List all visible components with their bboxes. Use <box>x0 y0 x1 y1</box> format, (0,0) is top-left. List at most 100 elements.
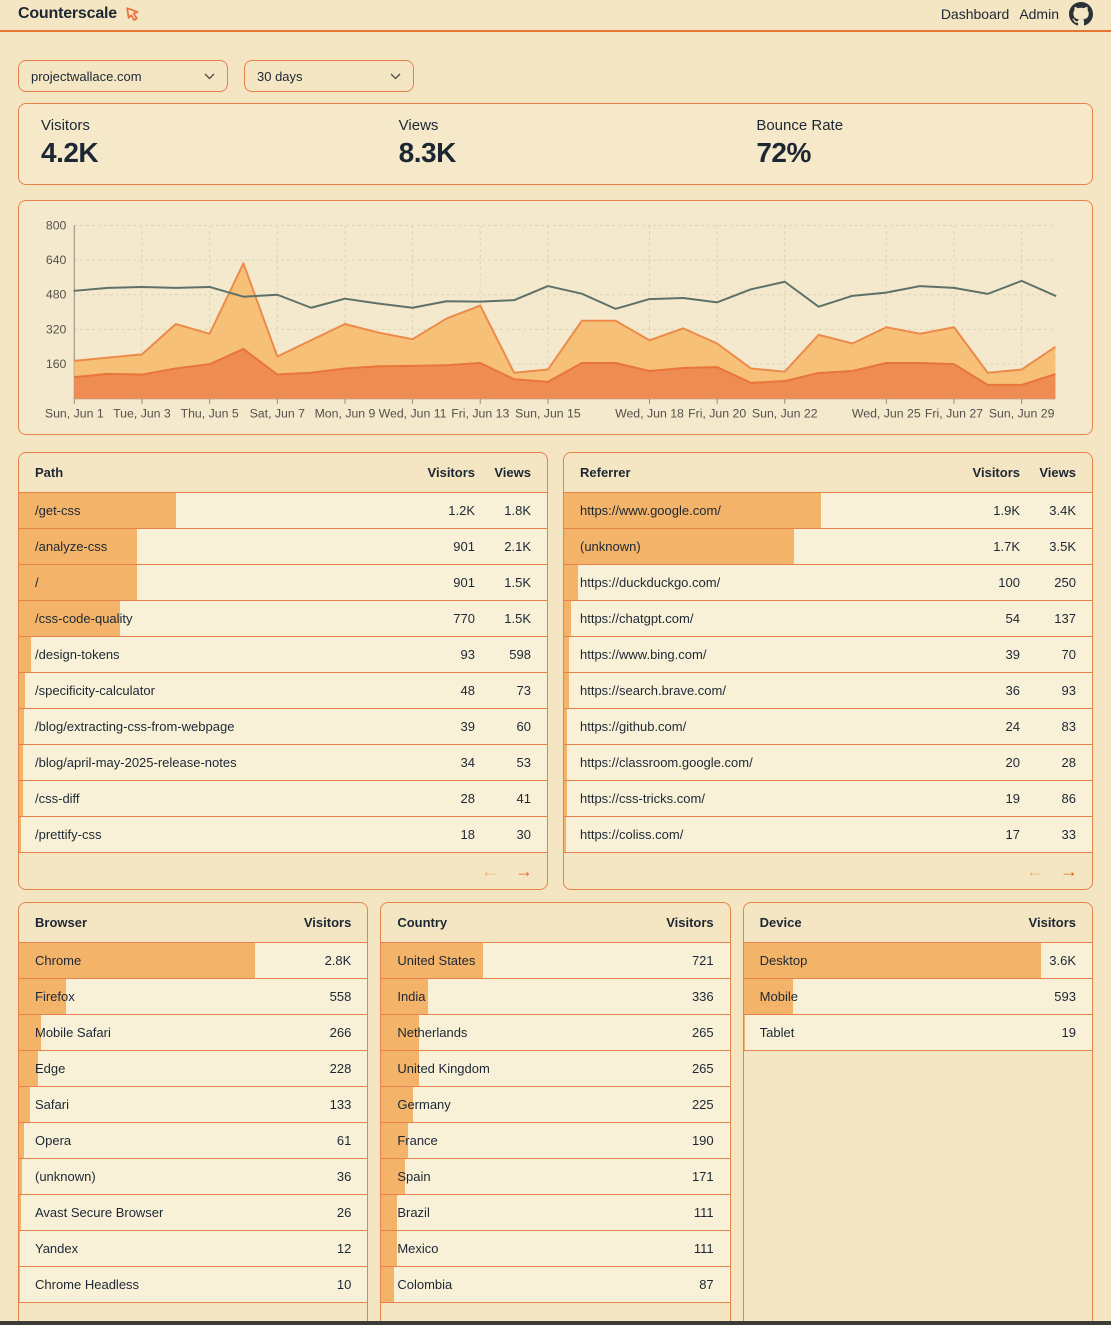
chevron-down-icon <box>390 73 401 79</box>
row-label: (unknown) <box>35 1169 96 1184</box>
table-row[interactable]: Germany 225 <box>381 1087 730 1123</box>
nav-admin-link[interactable]: Admin <box>1019 6 1059 22</box>
row-bar <box>19 637 32 672</box>
table-row[interactable]: Avast Secure Browser 26 <box>19 1195 368 1231</box>
table-body: Desktop 3.6K Mobile 593 Tablet 19 <box>743 943 1092 1051</box>
table-row[interactable]: Netherlands 265 <box>381 1015 730 1051</box>
table-row[interactable]: France 190 <box>381 1123 730 1159</box>
prev-page-button[interactable]: ← <box>1026 861 1044 881</box>
table-row[interactable]: /blog/april-may-2025-release-notes 34 53 <box>19 745 547 781</box>
table-row[interactable]: Safari 133 <box>19 1087 368 1123</box>
table-row[interactable]: https://www.bing.com/39 70 <box>564 637 1092 673</box>
row-bar <box>743 943 1042 978</box>
table-row[interactable]: https://classroom.google.com/20 28 <box>564 745 1092 781</box>
table-row[interactable]: Chrome Headless 10 <box>19 1267 368 1303</box>
row-label: /get-css <box>35 503 81 518</box>
table-row[interactable]: https://chatgpt.com/54 137 <box>564 601 1092 637</box>
table-row[interactable]: Mobile Safari 266 <box>19 1015 368 1051</box>
next-page-button[interactable]: → <box>697 1313 716 1325</box>
stats-card: Visitors 4.2K Views 8.3K Bounce Rate 72% <box>18 103 1093 185</box>
referrer-table-card: Referrer Visitors Views https://www.goog… <box>563 452 1093 890</box>
table-row[interactable]: Tablet 19 <box>743 1015 1092 1051</box>
row-visitors-value: 2.8K <box>324 953 352 968</box>
stat-visitors: Visitors 4.2K <box>19 117 377 169</box>
row-bar <box>19 1123 25 1158</box>
table-row[interactable]: /design-tokens 93 598 <box>19 637 547 673</box>
row-bar <box>564 745 567 780</box>
table-row[interactable]: Colombia 87 <box>381 1267 730 1303</box>
table-row[interactable]: https://search.brave.com/36 93 <box>564 673 1092 709</box>
row-label: /design-tokens <box>35 647 120 662</box>
table-row[interactable]: /css-diff 28 41 <box>19 781 547 817</box>
brand[interactable]: Counterscale <box>18 4 144 25</box>
table-row[interactable]: India 336 <box>381 979 730 1015</box>
table-row[interactable]: /blog/extracting-css-from-webpage 39 60 <box>19 709 547 745</box>
table-row[interactable]: https://www.google.com/1.9K 3.4K <box>564 493 1092 529</box>
table-body: Chrome 2.8K Firefox 558 Mobile Safari 266 Edge… <box>19 943 368 1303</box>
table-row[interactable]: Firefox 558 <box>19 979 368 1015</box>
table-row[interactable]: United Kingdom 265 <box>381 1051 730 1087</box>
row-visitors-value: 266 <box>329 1025 352 1040</box>
table-pagination: ← → <box>744 1305 1092 1325</box>
row-bar <box>381 1159 406 1194</box>
row-views-value: 3.5K <box>1049 539 1076 554</box>
prev-page-button[interactable]: ← <box>663 1313 682 1325</box>
svg-text:Tue, Jun 3: Tue, Jun 3 <box>113 406 171 420</box>
table-row[interactable]: https://css-tricks.com/19 86 <box>564 781 1092 817</box>
table-row[interactable]: /get-css 1.2K 1.8K <box>19 493 547 529</box>
row-visitors-value: 100 <box>998 575 1020 590</box>
table-row[interactable]: Brazil 111 <box>381 1195 730 1231</box>
next-page-button[interactable]: → <box>335 1313 354 1325</box>
table-row[interactable]: United States 721 <box>381 943 730 979</box>
next-page-button[interactable]: → <box>1060 1313 1078 1325</box>
table-row[interactable]: /prettify-css 18 30 <box>19 817 547 853</box>
row-label: Spain <box>397 1169 431 1184</box>
date-range-select[interactable]: 30 days <box>244 60 414 92</box>
table-row[interactable]: Mexico 111 <box>381 1231 730 1267</box>
prev-page-button[interactable]: ← <box>481 861 499 881</box>
table-row[interactable]: /css-code-quality 770 1.5K <box>19 601 547 637</box>
row-visitors-value: 265 <box>691 1025 714 1040</box>
svg-text:320: 320 <box>46 322 67 336</box>
table-row[interactable]: Edge 228 <box>19 1051 368 1087</box>
row-visitors-value: 10 <box>336 1277 352 1292</box>
table-row[interactable]: (unknown) 1.7K 3.5K <box>564 529 1092 565</box>
svg-text:Mon, Jun 9: Mon, Jun 9 <box>315 406 376 420</box>
row-label: France <box>397 1133 438 1148</box>
row-visitors-value: 39 <box>1005 647 1020 662</box>
table-row[interactable]: Yandex 12 <box>19 1231 368 1267</box>
row-visitors-value: 171 <box>691 1169 714 1184</box>
table-row[interactable]: / 901 1.5K <box>19 565 547 601</box>
table-row[interactable]: (unknown) 36 <box>19 1159 368 1195</box>
stat-value: 8.3K <box>398 137 457 168</box>
row-visitors-value: 61 <box>336 1133 352 1148</box>
row-label: Chrome Headless <box>35 1277 140 1292</box>
row-bar <box>19 529 137 564</box>
next-page-button[interactable]: → <box>515 861 533 881</box>
prev-page-button[interactable]: ← <box>301 1313 320 1325</box>
table-body: United States 721 India 336 Netherlands 265 Un… <box>381 943 730 1303</box>
row-visitors-value: 34 <box>460 755 475 770</box>
table-row[interactable]: Spain 171 <box>381 1159 730 1195</box>
table-row[interactable]: /analyze-css 901 2.1K <box>19 529 547 565</box>
next-page-button[interactable]: → <box>1060 861 1078 881</box>
nav-dashboard-link[interactable]: Dashboard <box>940 6 1010 22</box>
row-bar <box>19 745 24 780</box>
table-row[interactable]: /specificity-calculator 48 73 <box>19 673 547 709</box>
row-visitors-value: 133 <box>329 1097 352 1112</box>
table-row[interactable]: Desktop 3.6K <box>743 943 1092 979</box>
table-row[interactable]: Chrome 2.8K <box>19 943 368 979</box>
table-row[interactable]: https://coliss.com/17 33 <box>564 817 1092 853</box>
site-select[interactable]: projectwallace.com <box>18 60 228 92</box>
table-row[interactable]: Mobile 593 <box>743 979 1092 1015</box>
github-icon[interactable] <box>1069 2 1093 26</box>
prev-page-button[interactable]: ← <box>1026 1313 1044 1325</box>
row-bar <box>564 565 578 600</box>
row-views-value: 1.5K <box>504 611 531 626</box>
table-row[interactable]: https://github.com/24 83 <box>564 709 1092 745</box>
table-row[interactable]: https://duckduckgo.com/100 250 <box>564 565 1092 601</box>
table-row[interactable]: Opera 61 <box>19 1123 368 1159</box>
row-views-value: 73 <box>516 683 531 698</box>
row-views-value: 86 <box>1061 791 1076 806</box>
row-visitors-value: 1.7K <box>993 539 1020 554</box>
